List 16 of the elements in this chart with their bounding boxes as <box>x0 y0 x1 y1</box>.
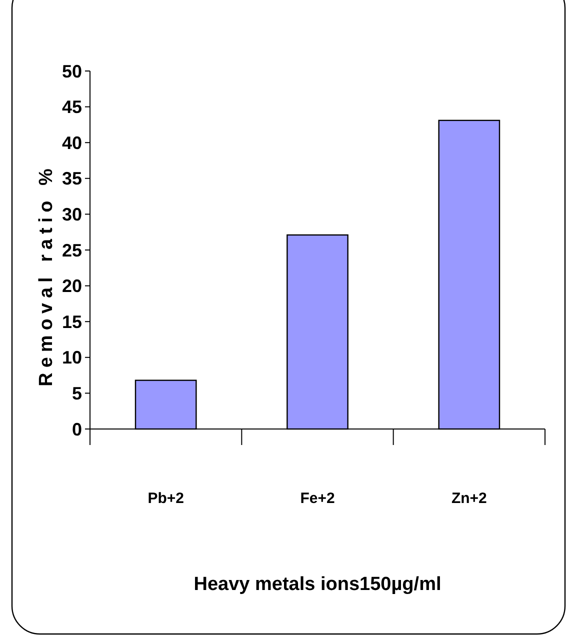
x-tick-label: Pb+2 <box>148 490 184 507</box>
y-tick-label: 15 <box>62 312 82 332</box>
y-tick-label: 0 <box>72 419 82 440</box>
y-tick-label: 45 <box>62 97 82 118</box>
y-tick-label: 50 <box>62 61 82 82</box>
y-tick-label: 40 <box>62 132 82 153</box>
y-axis-title: Removal ratio % <box>36 164 57 386</box>
x-tick-label: Zn+2 <box>451 490 487 507</box>
x-axis-title: Heavy metals ions150µg/ml <box>194 574 442 595</box>
y-tick-label: 10 <box>62 348 82 368</box>
y-tick-label: 25 <box>62 240 82 260</box>
y-tick-label: 30 <box>62 204 82 224</box>
y-tick-label: 35 <box>62 168 82 189</box>
y-tick-label: 5 <box>72 384 82 404</box>
x-tick-label: Fe+2 <box>300 490 335 507</box>
y-tick-label: 20 <box>62 276 82 296</box>
